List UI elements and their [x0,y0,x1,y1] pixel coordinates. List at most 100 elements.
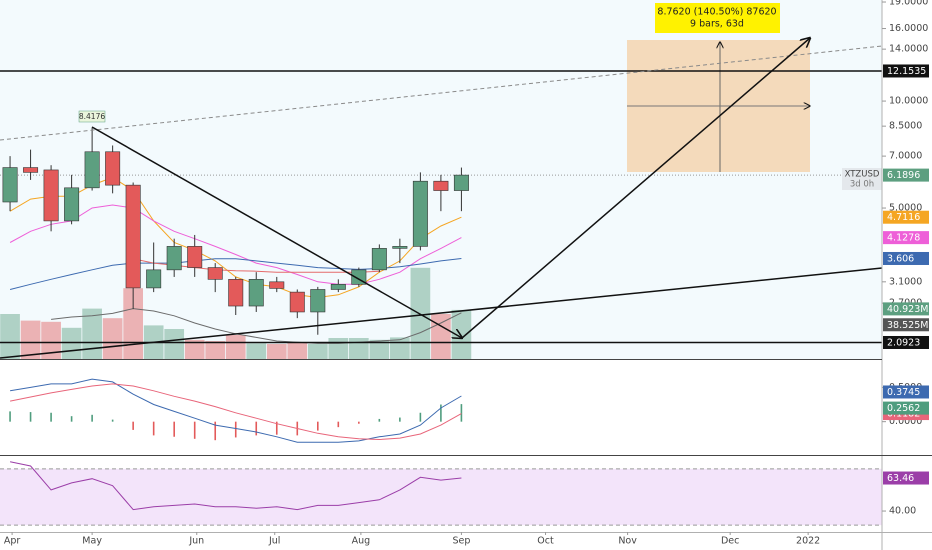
x-tick-label: Apr [4,536,21,547]
volume-bar [82,308,102,359]
measure-label-box [655,3,780,33]
price-badge [883,471,929,485]
candle-body [453,174,469,191]
y-tick-label: 14.0000 [889,44,928,55]
candle-body [84,151,100,189]
price-badge [883,335,929,349]
volume-bar [307,344,328,359]
dashed-trendline [0,45,883,141]
histogram-bar [460,404,463,422]
histogram-bar [111,419,114,422]
price-badge [883,168,929,182]
histogram-bar [399,417,401,422]
price-badge [883,64,929,78]
symbol-box [842,168,882,190]
candle-body [412,180,428,247]
y-tick-label: 7.0000 [889,151,922,162]
candle-body [371,248,387,271]
histogram-bar [173,421,175,437]
price-badge [883,385,929,399]
indicator-line [10,378,462,443]
rsi-band [0,468,882,526]
candle-body [269,281,285,289]
volume-bar [123,288,143,359]
candle-body [248,279,264,307]
peak-label-box [78,110,106,123]
histogram-bar [275,421,278,435]
volume-bar [431,314,451,359]
volume-bar [266,344,287,359]
volume-bar [328,338,349,359]
candle-body [310,289,326,313]
x-tick-label: Jun [188,536,204,547]
histogram-bar [358,421,360,424]
histogram-bar [132,421,134,430]
histogram-bar [255,421,258,436]
y-tick-label: 16.0000 [889,23,928,34]
candle-body [125,184,141,289]
volume-bar [205,341,226,359]
candle-body [146,269,162,289]
y-tick-label: 40.00 [889,506,916,517]
moving-average [9,204,462,285]
measure-label: 8.7620 (140.50%) 87620 [657,7,776,18]
x-tick-label: Nov [618,536,637,547]
histogram-bar [234,421,237,438]
volume-bar [41,321,61,359]
candle-body [187,246,203,268]
volume-bar [20,320,41,359]
volume-ma [51,308,462,344]
volume-bar [61,327,82,359]
volume-bar [102,318,123,359]
histogram-bar [70,416,73,422]
histogram-bar [91,414,93,422]
candle-body [392,246,408,249]
candle-body [289,291,305,313]
price-badge [883,210,929,224]
volume-bar [164,329,185,359]
volume-bar [0,314,20,359]
x-tick-label: Jul [268,536,280,547]
candle-body [64,187,80,222]
price-badge [883,318,929,332]
histogram-bar [214,421,217,441]
price-badge-label: 40.923M [887,304,928,315]
histogram-bar [316,421,319,431]
histogram-bar [29,412,32,422]
volume-bar [287,342,308,359]
indicator-line [10,383,462,441]
candle-body [433,180,449,191]
histogram-bar [378,418,381,422]
price-badge-label: 38.525M [887,320,928,331]
candle-body [2,167,18,203]
y-tick-label: 5.0000 [889,203,922,214]
x-tick-label: Sep [452,536,470,547]
volume-bar [369,339,390,359]
histogram-bar [419,412,422,422]
volume-bar [410,267,431,359]
volume-bar [348,338,369,359]
histogram-bar [193,421,196,439]
x-tick-label: Dec [721,536,739,547]
price-badge-label: 4.7116 [887,212,920,223]
x-tick-label: Aug [352,536,371,547]
price-badge-label: 4.1278 [887,233,920,244]
trendline [0,267,883,359]
y-tick-label: 10.0000 [889,96,928,107]
price-badge-label: 3.606 [887,253,914,264]
price-badge-label: 0.3745 [887,387,920,398]
candle-body [105,151,121,186]
y-tick-label: 8.5000 [889,121,922,132]
volume-bar [225,335,246,359]
arrow-down [91,126,462,338]
price-badge [883,251,929,265]
y-tick-label: 3.1000 [889,276,922,287]
volume-bar [184,339,205,359]
histogram-bar [9,411,11,422]
price-badge-label: 0.2562 [887,403,920,414]
price-badge-label: 63.46 [887,473,914,484]
price-badge [883,302,929,316]
histogram-bar [337,421,340,428]
price-badge-label: 6.1896 [887,170,920,181]
candle-body [207,267,223,280]
